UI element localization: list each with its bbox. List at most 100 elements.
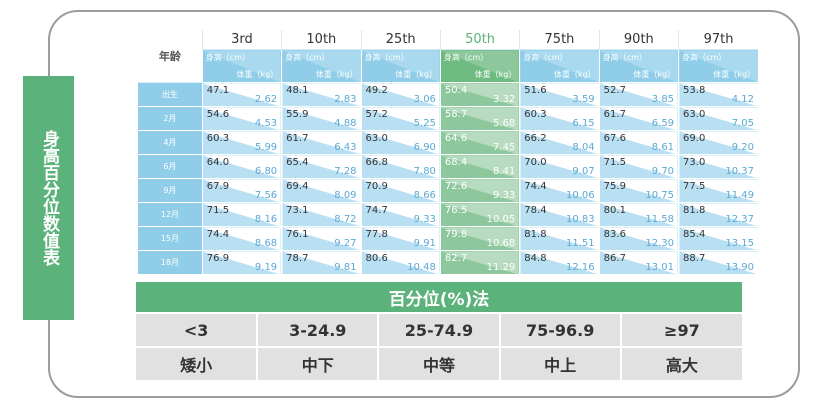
weight-value: 7.05 (731, 118, 754, 129)
unit-header-cell: 身高（cm） 体重（kg） (598, 49, 679, 83)
height-value: 67.9 (206, 181, 230, 192)
height-value: 60.3 (206, 133, 230, 144)
height-unit-label: 身高（cm） (523, 53, 568, 62)
weight-value: 8.04 (572, 142, 595, 153)
percentile-header: 25th (360, 30, 441, 50)
value-cell: 65.4 7.28 (281, 154, 362, 179)
height-value: 74.4 (524, 181, 547, 192)
percentile-range-cell: ≥97 (619, 312, 742, 347)
height-value: 85.4 (683, 229, 706, 240)
height-unit-label: 身高（cm） (602, 53, 647, 62)
value-cell: 71.5 9.70 (598, 154, 679, 179)
height-value: 64.6 (444, 133, 468, 144)
value-cell: 55.9 4.88 (281, 106, 362, 131)
value-cell: 61.7 6.43 (281, 130, 362, 155)
height-value: 55.9 (286, 109, 309, 120)
height-value: 73.0 (683, 157, 706, 168)
weight-value: 13.15 (725, 238, 754, 249)
unit-header-cell: 身高（cm） 体重（kg） (360, 49, 441, 83)
height-value: 68.4 (444, 157, 468, 168)
value-cell: 77.8 9.91 (360, 226, 441, 251)
height-value: 76.1 (286, 229, 309, 240)
age-cell: 18月 (138, 250, 203, 274)
side-title-banner: 身高百分位数值表 (23, 76, 74, 320)
weight-value: 4.88 (334, 118, 357, 129)
side-title-text: 身高百分位数值表 (39, 130, 59, 266)
weight-value: 12.16 (566, 262, 595, 273)
height-category-cell: 矮小 (136, 346, 258, 380)
table-row: 15月 74.4 8.68 76.1 9.27 77.8 9.91 79.8 10.68 81.8… (138, 226, 758, 251)
height-value: 86.7 (603, 253, 626, 264)
height-category-cell: 中上 (498, 346, 621, 380)
weight-value: 8.41 (493, 166, 516, 177)
value-cell: 63.0 7.05 (678, 106, 758, 131)
age-cell: 15月 (138, 226, 203, 251)
height-value: 64.0 (206, 157, 230, 168)
percentile-range-cell: 75-96.9 (498, 312, 621, 347)
value-cell: 80.1 11.58 (598, 202, 679, 227)
height-value: 77.8 (365, 229, 388, 240)
height-value: 70.0 (524, 157, 547, 168)
height-value: 69.4 (286, 181, 309, 192)
value-cell: 82.7 11.29 (439, 250, 520, 274)
percentile-range-cell: 3-24.9 (256, 312, 379, 347)
weight-value: 2.62 (254, 94, 278, 105)
height-value: 54.6 (206, 109, 230, 120)
weight-value: 7.80 (413, 166, 436, 177)
weight-value: 9.81 (334, 262, 357, 273)
value-cell: 80.6 10.48 (360, 250, 441, 274)
height-value: 48.1 (286, 85, 309, 96)
percentile-range-cell: <3 (136, 312, 258, 347)
value-cell: 70.9 8.66 (360, 178, 441, 203)
height-unit-label: 身高（cm） (364, 53, 409, 62)
table-row: 出生 47.1 2.62 48.1 2.83 49.2 3.06 50.4 3.32 51.6 3.… (138, 82, 758, 107)
value-cell: 71.5 8.16 (201, 202, 282, 227)
height-value: 71.5 (603, 157, 626, 168)
weight-value: 6.15 (572, 118, 595, 129)
value-cell: 73.0 10.37 (678, 154, 758, 179)
height-unit-label: 身高（cm） (443, 53, 489, 62)
height-value: 67.6 (603, 133, 626, 144)
weight-value: 9.19 (254, 262, 278, 273)
percentile-header: 3rd (201, 30, 282, 50)
weight-value: 3.85 (651, 94, 675, 105)
weight-value: 8.66 (413, 190, 436, 201)
unit-header-cell: 身高（cm） 体重（kg） (281, 49, 362, 83)
height-value: 74.4 (206, 229, 230, 240)
weight-value: 2.83 (334, 94, 357, 105)
value-cell: 78.7 9.81 (281, 250, 362, 274)
weight-value: 3.06 (413, 94, 436, 105)
height-value: 58.7 (444, 109, 468, 120)
height-value: 83.6 (603, 229, 626, 240)
height-value: 76.9 (206, 253, 230, 264)
age-cell: 6月 (138, 154, 203, 179)
value-cell: 74.4 10.06 (519, 178, 600, 203)
unit-header-cell: 身高（cm） 体重（kg） (678, 49, 758, 83)
height-value: 76.5 (444, 205, 468, 216)
value-cell: 72.6 9.33 (439, 178, 520, 203)
value-cell: 51.6 3.59 (519, 82, 600, 107)
value-cell: 76.1 9.27 (281, 226, 362, 251)
weight-value: 10.68 (486, 238, 516, 249)
weight-value: 13.01 (645, 262, 675, 273)
height-value: 73.1 (286, 205, 309, 216)
height-value: 74.7 (365, 205, 388, 216)
height-value: 51.6 (524, 85, 547, 96)
value-cell: 47.1 2.62 (201, 82, 282, 107)
weight-unit-label: 体重（kg） (315, 70, 358, 79)
weight-value: 9.33 (413, 214, 436, 225)
percentile-header: 50th (439, 30, 520, 50)
height-value: 60.3 (524, 109, 547, 120)
weight-value: 8.09 (334, 190, 357, 201)
weight-value: 12.30 (645, 238, 675, 249)
table-row: 18月 76.9 9.19 78.7 9.81 80.6 10.48 82.7 11.29 84.… (138, 250, 758, 274)
height-value: 65.4 (286, 157, 309, 168)
weight-value: 8.16 (254, 214, 278, 225)
age-cell: 2月 (138, 106, 203, 131)
weight-value: 6.90 (413, 142, 436, 153)
height-value: 57.2 (365, 109, 388, 120)
weight-value: 6.43 (334, 142, 357, 153)
value-cell: 58.7 5.68 (439, 106, 520, 131)
weight-value: 7.56 (254, 190, 278, 201)
weight-value: 9.20 (731, 142, 754, 153)
